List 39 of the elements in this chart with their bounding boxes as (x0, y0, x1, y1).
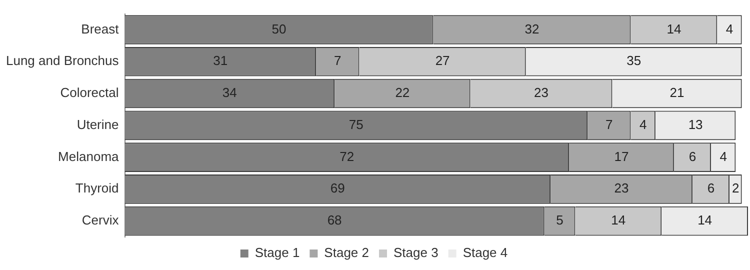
data-label: 7 (334, 53, 342, 68)
data-label: 2 (732, 180, 740, 196)
legend-label: Stage 3 (394, 245, 438, 260)
y-tick-label: Thyroid (75, 180, 119, 196)
legend-label: Stage 2 (324, 245, 370, 260)
data-label: 22 (395, 85, 410, 100)
data-label: 32 (524, 21, 540, 36)
data-label: 50 (272, 21, 286, 36)
y-tick-label: Uterine (76, 116, 119, 132)
legend-label: Stage 4 (462, 245, 508, 260)
data-label: 34 (222, 85, 237, 100)
data-label: 69 (330, 180, 345, 196)
data-label: 14 (698, 212, 712, 228)
data-label: 27 (435, 53, 450, 68)
data-label: 5 (556, 212, 564, 228)
data-label: 23 (534, 85, 549, 100)
data-label: 4 (720, 148, 727, 164)
data-label: 31 (213, 53, 228, 68)
data-label: 4 (726, 21, 734, 36)
data-label: 7 (606, 116, 613, 132)
data-label: 6 (707, 180, 715, 196)
data-label: 13 (688, 116, 703, 132)
data-label: 6 (688, 148, 696, 164)
y-tick-label: Breast (81, 21, 120, 36)
data-label: 4 (639, 116, 647, 132)
data-label: 72 (340, 148, 354, 164)
data-label: 75 (348, 116, 364, 132)
y-tick-label: Cervix (82, 212, 120, 228)
data-label: 14 (666, 21, 682, 36)
legend-label: Stage 1 (254, 245, 300, 260)
data-label: 21 (670, 85, 684, 100)
data-label: 14 (611, 212, 626, 228)
data-label: 23 (614, 180, 629, 196)
data-label: 68 (327, 212, 342, 228)
data-label: 17 (614, 148, 629, 164)
y-tick-label: Lung and Bronchus (6, 53, 120, 68)
y-tick-label: Colorectal (60, 85, 119, 100)
y-tick-label: Melanoma (58, 148, 120, 164)
data-label: 35 (626, 53, 642, 68)
